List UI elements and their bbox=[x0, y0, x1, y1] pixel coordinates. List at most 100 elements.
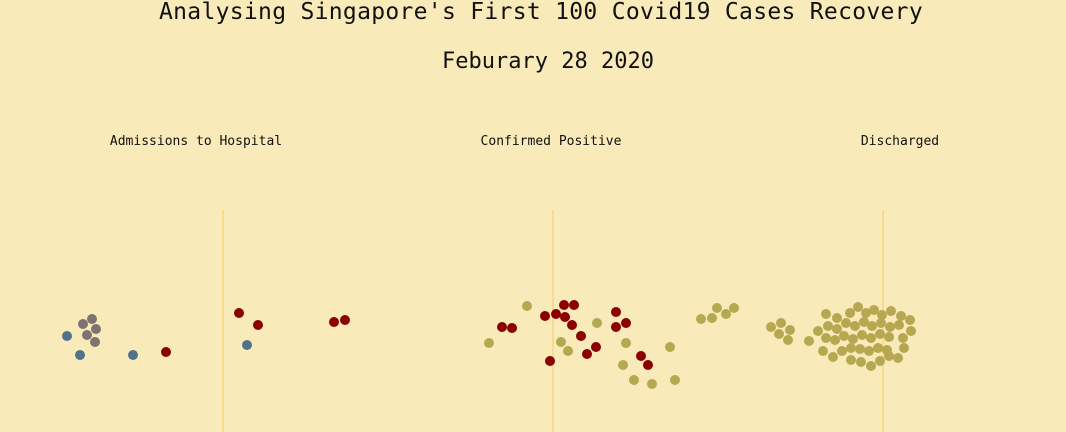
case-dot-discharged bbox=[875, 329, 885, 339]
case-dot-discharged bbox=[866, 361, 876, 371]
case-dot-discharged bbox=[839, 331, 849, 341]
case-dot-discharged bbox=[818, 346, 828, 356]
case-dot-discharged bbox=[845, 308, 855, 318]
case-dot-discharged bbox=[857, 330, 867, 340]
case-dot-grey bbox=[78, 319, 88, 329]
case-dot-discharged bbox=[618, 360, 628, 370]
case-dot-discharged bbox=[846, 355, 856, 365]
case-dot-hospitalised bbox=[569, 300, 579, 310]
stage-label-admissions: Admissions to Hospital bbox=[109, 134, 283, 149]
case-dot-discharged bbox=[785, 325, 795, 335]
case-dot-discharged bbox=[821, 309, 831, 319]
case-dot-hospitalised bbox=[340, 315, 350, 325]
case-dot-discharged bbox=[813, 326, 823, 336]
case-dot-discharged bbox=[846, 343, 856, 353]
case-dot-discharged bbox=[855, 344, 865, 354]
case-dot-discharged bbox=[885, 322, 895, 332]
case-dot-hospitalised bbox=[560, 312, 570, 322]
case-dot-discharged bbox=[876, 318, 886, 328]
case-dot-discharged bbox=[832, 324, 842, 334]
case-dot-discharged bbox=[556, 337, 566, 347]
case-dot-discharged bbox=[899, 343, 909, 353]
stage-label-confirmed: Confirmed Positive bbox=[480, 134, 622, 149]
case-dot-discharged bbox=[856, 357, 866, 367]
case-dot-blue bbox=[128, 350, 138, 360]
case-dot-hospitalised bbox=[591, 342, 601, 352]
case-dot-discharged bbox=[877, 310, 887, 320]
case-dot-hospitalised bbox=[611, 322, 621, 332]
case-dot-discharged bbox=[707, 313, 717, 323]
case-dot-hospitalised bbox=[161, 347, 171, 357]
case-dot-hospitalised bbox=[636, 351, 646, 361]
case-dot-hospitalised bbox=[540, 311, 550, 321]
case-dot-hospitalised bbox=[234, 308, 244, 318]
case-dot-discharged bbox=[484, 338, 494, 348]
stage-label-discharged: Discharged bbox=[860, 134, 940, 149]
case-dot-discharged bbox=[729, 303, 739, 313]
case-dot-discharged bbox=[850, 321, 860, 331]
case-dot-discharged bbox=[875, 356, 885, 366]
case-dot-discharged bbox=[712, 303, 722, 313]
case-dot-hospitalised bbox=[253, 320, 263, 330]
case-dot-discharged bbox=[804, 336, 814, 346]
case-dot-hospitalised bbox=[643, 360, 653, 370]
case-dot-discharged bbox=[867, 321, 877, 331]
case-dot-discharged bbox=[898, 333, 908, 343]
case-dot-discharged bbox=[721, 309, 731, 319]
case-dot-discharged bbox=[823, 321, 833, 331]
case-dot-discharged bbox=[621, 338, 631, 348]
case-dot-hospitalised bbox=[551, 309, 561, 319]
case-dot-discharged bbox=[906, 326, 916, 336]
case-dot-discharged bbox=[830, 335, 840, 345]
case-dot-hospitalised bbox=[611, 307, 621, 317]
case-dot-discharged bbox=[563, 346, 573, 356]
case-dot-hospitalised bbox=[567, 320, 577, 330]
page-title: Analysing Singapore's First 100 Covid19 … bbox=[159, 0, 923, 25]
case-dot-discharged bbox=[832, 313, 842, 323]
case-dot-discharged bbox=[821, 333, 831, 343]
case-dot-discharged bbox=[696, 314, 706, 324]
case-dot-discharged bbox=[848, 334, 858, 344]
case-dot-discharged bbox=[522, 301, 532, 311]
case-dot-grey bbox=[91, 324, 101, 334]
case-dot-hospitalised bbox=[576, 331, 586, 341]
case-dot-discharged bbox=[884, 332, 894, 342]
case-dot-blue bbox=[242, 340, 252, 350]
case-dot-hospitalised bbox=[582, 349, 592, 359]
case-dot-discharged bbox=[783, 335, 793, 345]
case-dot-hospitalised bbox=[621, 318, 631, 328]
case-dot-discharged bbox=[774, 329, 784, 339]
case-dot-discharged bbox=[884, 351, 894, 361]
case-dot-discharged bbox=[905, 315, 915, 325]
case-dot-discharged bbox=[629, 375, 639, 385]
case-dot-discharged bbox=[841, 318, 851, 328]
page-subtitle: Feburary 28 2020 bbox=[442, 49, 654, 74]
case-dot-hospitalised bbox=[497, 322, 507, 332]
case-dot-hospitalised bbox=[329, 317, 339, 327]
case-dot-discharged bbox=[859, 317, 869, 327]
case-dot-discharged bbox=[861, 308, 871, 318]
case-dot-grey bbox=[90, 337, 100, 347]
case-dot-discharged bbox=[828, 352, 838, 362]
case-dot-grey bbox=[87, 314, 97, 324]
case-dot-discharged bbox=[873, 343, 883, 353]
case-dot-hospitalised bbox=[507, 323, 517, 333]
case-dot-discharged bbox=[670, 375, 680, 385]
case-dot-discharged bbox=[853, 302, 863, 312]
case-dot-grey bbox=[82, 330, 92, 340]
case-dot-discharged bbox=[864, 346, 874, 356]
case-dot-discharged bbox=[866, 333, 876, 343]
case-dot-discharged bbox=[893, 353, 903, 363]
case-dot-hospitalised bbox=[559, 300, 569, 310]
case-dot-discharged bbox=[886, 306, 896, 316]
case-dot-blue bbox=[75, 350, 85, 360]
case-dot-discharged bbox=[896, 311, 906, 321]
case-dot-blue bbox=[62, 331, 72, 341]
case-dot-discharged bbox=[837, 346, 847, 356]
case-dot-discharged bbox=[869, 305, 879, 315]
case-dot-discharged bbox=[776, 318, 786, 328]
case-dot-discharged bbox=[665, 342, 675, 352]
case-dot-discharged bbox=[647, 379, 657, 389]
case-dots bbox=[62, 300, 916, 389]
